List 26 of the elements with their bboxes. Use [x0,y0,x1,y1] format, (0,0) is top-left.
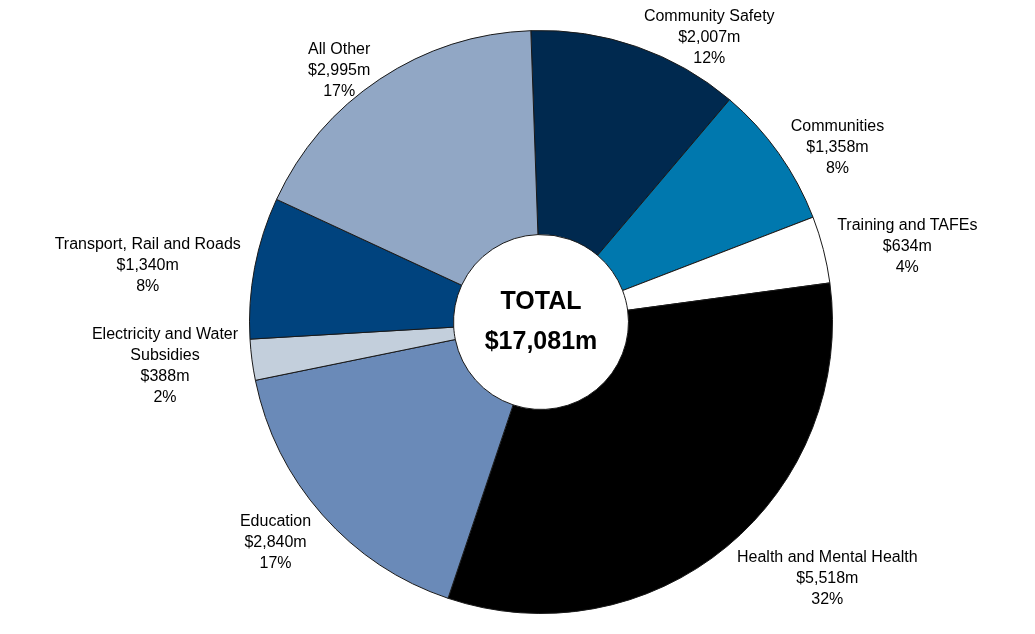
data-label: $1,340m [116,256,179,274]
text: $17,081m [484,325,598,354]
data-label: $634m [882,237,932,255]
slice-label: Health and Mental Health [737,548,918,566]
slice-label: Electricity and Water Subsidies [91,325,239,364]
data-label: $2,840m [244,532,307,550]
text: 12% [693,48,726,66]
text: 32% [811,590,844,608]
slice-label: All Other [308,40,371,58]
data-label: $388m [140,367,190,385]
text: 4% [895,258,919,276]
data-label: $2,995m [308,61,371,79]
slice-label: Education [239,511,312,529]
data-label: $1,358m [806,137,869,155]
slice-label: Training and TAFEs [837,216,978,234]
text: TOTAL [500,285,582,314]
data-label: $5,518m [796,569,859,587]
text: 8% [825,158,850,176]
text: 8% [136,277,160,295]
text: 17% [259,553,292,571]
slice-label: Transport, Rail and Roads [54,235,241,253]
text: 2% [153,388,177,406]
slice-label: Communities [790,116,885,134]
slice-label: Community Safety [643,6,775,24]
text: 17% [323,82,356,100]
data-label: $2,007m [678,27,741,45]
